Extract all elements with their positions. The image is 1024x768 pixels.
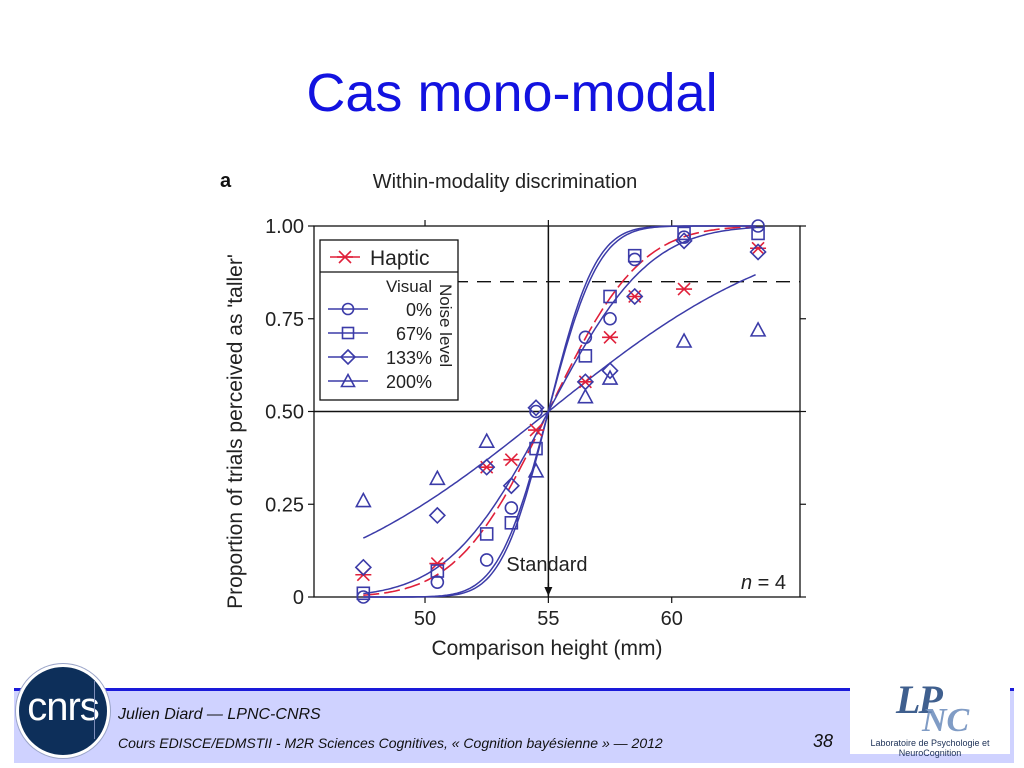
y-tick-label: 0: [293, 587, 304, 609]
lpnc-logo-caption: Laboratoire de Psychologie et NeuroCogni…: [870, 738, 990, 758]
data-point-133pct: [527, 399, 545, 417]
legend-marker-0pct: [341, 302, 355, 316]
legend-label: 133%: [386, 348, 432, 368]
legend: Haptic Visual 0% 67% 133% 200%Noise level: [319, 239, 459, 401]
standard-arrow-head: [544, 587, 553, 596]
legend-noise-label: Noise level: [436, 284, 455, 367]
standard-label: Standard: [506, 554, 587, 576]
data-point-haptic: [478, 460, 495, 474]
data-point-haptic: [676, 282, 693, 296]
footer-author: Julien Diard — LPNC-CNRS: [118, 706, 321, 723]
fit-curve-200pct: [362, 274, 756, 539]
data-point-67pct: [751, 226, 765, 241]
legend-label: 0%: [406, 300, 432, 320]
data-point-67pct: [603, 289, 617, 304]
data-point-67pct: [504, 515, 519, 530]
data-point-haptic: [429, 557, 446, 571]
lpnc-logo-nc: NC: [922, 702, 970, 739]
chart-title: Within-modality discrimination: [373, 171, 638, 193]
data-point-200pct: [527, 462, 545, 478]
data-point-67pct: [677, 226, 691, 241]
axes: 50 55 60 0 0.25 0.50 0.75 1.00 Comparison height…: [224, 216, 806, 660]
data-point-133pct: [354, 558, 372, 576]
lpnc-logo-lp: LP: [896, 677, 943, 722]
data-point-133pct: [601, 362, 619, 380]
data-point-200pct: [675, 332, 693, 348]
data-point-67pct: [627, 248, 642, 263]
legend-label: 67%: [396, 324, 432, 344]
y-tick-label: 0.25: [265, 494, 304, 516]
data-point-133pct: [502, 477, 520, 495]
fit-curve-67pct: [363, 225, 756, 598]
legend-marker-133pct: [339, 348, 357, 366]
n-label-italic: n: [741, 572, 752, 594]
data-point-haptic: [503, 453, 520, 467]
data-point-67pct: [479, 527, 494, 541]
data-point-67pct: [430, 564, 445, 578]
n-label: n = 4: [741, 572, 786, 594]
data-point-0pct: [479, 553, 494, 567]
data-point-haptic: [528, 423, 545, 437]
data-point-0pct: [603, 311, 617, 326]
legend-haptic-marker: [337, 250, 353, 264]
data-point-67pct: [356, 586, 371, 601]
data-point-0pct: [504, 501, 519, 515]
data-point-133pct: [675, 232, 693, 250]
data-point-haptic: [626, 289, 643, 304]
data-point-haptic: [750, 241, 767, 255]
data-point-200pct: [601, 369, 619, 385]
legend-marker-200pct: [340, 372, 356, 388]
lpnc-logo: LP NC Laboratoire de Psychologie et Neur…: [850, 676, 1010, 758]
data-point-200pct: [429, 469, 446, 486]
data-point-133pct: [626, 287, 644, 306]
legend-visual-header: Visual: [386, 277, 432, 296]
legend-box: [319, 239, 459, 401]
legend-marker-67pct: [341, 326, 355, 340]
data-point-200pct: [577, 387, 594, 404]
data-point-0pct: [430, 575, 445, 589]
y-axis-label: Proportion of trials perceived as 'talle…: [224, 254, 247, 609]
data-point-67pct: [578, 349, 593, 363]
annotations: Standard n = 4: [506, 554, 786, 596]
data-points: [354, 219, 767, 604]
data-point-67pct: [529, 441, 543, 456]
data-point-133pct: [749, 243, 767, 261]
data-point-haptic: [602, 330, 619, 344]
data-point-200pct: [355, 491, 372, 508]
cnrs-logo-divider: [94, 681, 101, 739]
data-point-0pct: [627, 252, 642, 267]
data-point-133pct: [428, 506, 446, 525]
data-point-200pct: [478, 432, 496, 448]
data-point-200pct: [749, 321, 767, 337]
cnrs-logo-text: cnrs: [27, 685, 100, 729]
data-point-0pct: [578, 330, 593, 345]
y-tick-label: 1.00: [265, 216, 304, 238]
data-point-133pct: [478, 458, 496, 476]
y-tick-label: 0.75: [265, 309, 304, 331]
page-number: 38: [813, 731, 834, 751]
panel-label: a: [220, 170, 232, 192]
x-tick-label: 50: [414, 608, 436, 630]
psychometric-chart: a Within-modality discrimination 50 55 60 0…: [220, 170, 806, 660]
slide-title: Cas mono-modal: [306, 63, 718, 123]
data-point-0pct: [751, 219, 765, 233]
footer-course: Cours EDISCE/EDMSTII - M2R Sciences Cogn…: [118, 735, 663, 751]
cnrs-logo: cnrs: [16, 664, 110, 758]
data-point-0pct: [529, 404, 543, 419]
n-label-value: = 4: [752, 572, 786, 594]
legend-haptic-label: Haptic: [370, 247, 430, 270]
x-axis-label: Comparison height (mm): [431, 637, 662, 660]
legend-label: 200%: [386, 372, 432, 392]
x-tick-label: 55: [537, 608, 559, 630]
x-tick-label: 60: [661, 608, 683, 630]
footer-bar: [14, 688, 1014, 763]
y-tick-label: 0.50: [265, 402, 304, 424]
